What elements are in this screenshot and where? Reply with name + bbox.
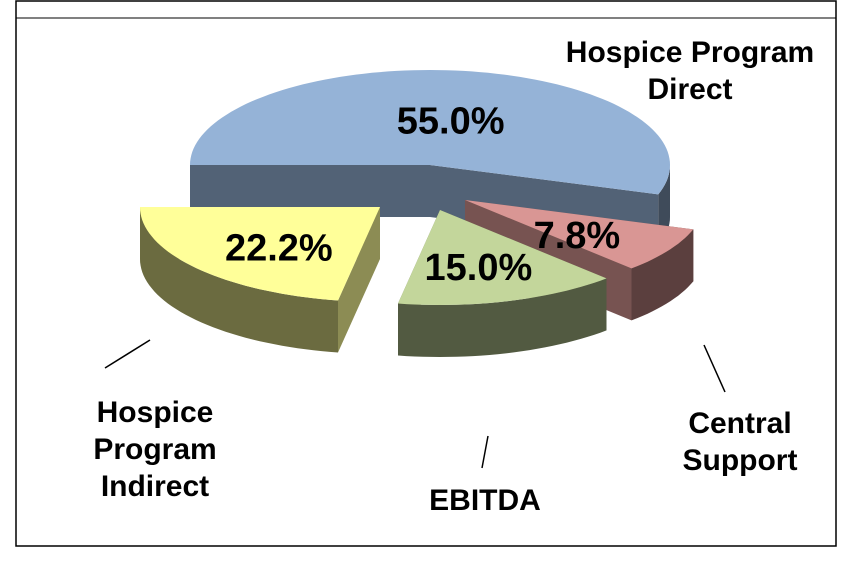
leader-line — [481, 435, 489, 469]
leader-line — [703, 344, 726, 393]
value-label: 22.2% — [225, 228, 333, 270]
slice-top — [398, 210, 607, 305]
category-label: Hospice Program Direct — [565, 36, 815, 106]
slice-side — [190, 165, 430, 217]
slice — [140, 207, 380, 353]
slice-wall — [398, 278, 607, 357]
slice-top — [190, 70, 670, 195]
pie: 55.0% 7.8% 22.2% 15.0% — [140, 70, 694, 357]
slice — [398, 210, 607, 357]
slice-wall — [631, 229, 694, 321]
slice-top — [465, 200, 694, 269]
slice-wall — [140, 207, 338, 353]
category-label: Central Support — [682, 407, 798, 477]
frame — [15, 0, 837, 547]
value-label: 15.0% — [425, 247, 533, 289]
category-label: EBITDA — [429, 484, 541, 517]
slice-top — [140, 207, 380, 301]
value-label: 7.8% — [534, 215, 621, 257]
category-label: Hospice Program Indirect — [93, 396, 217, 503]
value-label: 55.0% — [397, 100, 505, 142]
leader-line — [104, 339, 151, 369]
